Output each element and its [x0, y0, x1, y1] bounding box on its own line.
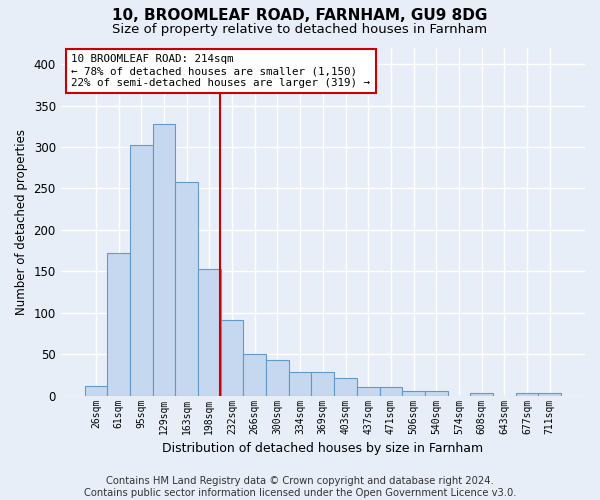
- Bar: [516, 393, 538, 396]
- Y-axis label: Number of detached properties: Number of detached properties: [15, 128, 28, 314]
- Text: 10, BROOMLEAF ROAD, FARNHAM, GU9 8DG: 10, BROOMLEAF ROAD, FARNHAM, GU9 8DG: [112, 8, 488, 22]
- Bar: [221, 320, 244, 396]
- Bar: [198, 269, 221, 396]
- Bar: [334, 378, 357, 396]
- Bar: [152, 124, 175, 396]
- Bar: [380, 388, 402, 396]
- X-axis label: Distribution of detached houses by size in Farnham: Distribution of detached houses by size …: [162, 442, 484, 455]
- Bar: [470, 393, 493, 396]
- Bar: [85, 386, 107, 396]
- Bar: [357, 388, 380, 396]
- Bar: [538, 393, 561, 396]
- Bar: [311, 372, 334, 396]
- Bar: [244, 354, 266, 396]
- Text: Size of property relative to detached houses in Farnham: Size of property relative to detached ho…: [112, 22, 488, 36]
- Bar: [289, 372, 311, 396]
- Bar: [425, 392, 448, 396]
- Bar: [130, 146, 152, 396]
- Bar: [266, 360, 289, 396]
- Bar: [107, 253, 130, 396]
- Text: 10 BROOMLEAF ROAD: 214sqm
← 78% of detached houses are smaller (1,150)
22% of se: 10 BROOMLEAF ROAD: 214sqm ← 78% of detac…: [71, 54, 370, 88]
- Bar: [402, 392, 425, 396]
- Text: Contains HM Land Registry data © Crown copyright and database right 2024.
Contai: Contains HM Land Registry data © Crown c…: [84, 476, 516, 498]
- Bar: [175, 182, 198, 396]
